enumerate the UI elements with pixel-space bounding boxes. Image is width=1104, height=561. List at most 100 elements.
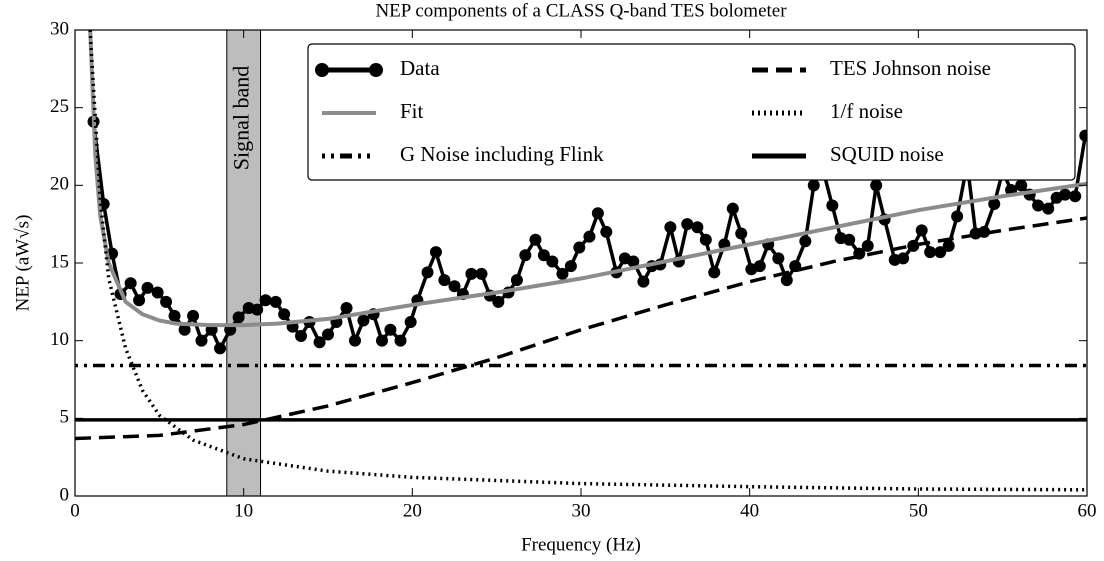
data-point (151, 286, 164, 299)
data-point (384, 323, 397, 336)
data-point (168, 309, 181, 322)
data-point (394, 334, 407, 347)
data-point (510, 274, 523, 287)
data-point (375, 334, 388, 347)
data-point (214, 342, 227, 355)
y-tick-label: 15 (50, 251, 69, 272)
y-tick-label: 0 (60, 484, 70, 505)
x-axis-label: Frequency (Hz) (521, 534, 641, 555)
data-point (348, 334, 361, 347)
legend-marker (369, 63, 383, 77)
data-point (573, 241, 586, 254)
data-point (259, 294, 272, 307)
data-point (313, 336, 326, 349)
data-point (691, 221, 704, 234)
x-tick-label: 10 (234, 500, 253, 521)
data-point (492, 295, 505, 308)
data-point (699, 233, 712, 246)
data-point (564, 260, 577, 273)
data-point (664, 221, 677, 234)
data-point (807, 179, 820, 192)
x-tick-label: 0 (70, 500, 80, 521)
x-tick-label: 30 (572, 500, 591, 521)
data-point (826, 199, 839, 212)
legend-label: G Noise including Flink (400, 142, 604, 166)
data-point (627, 255, 640, 268)
data-point (780, 274, 793, 287)
data-point (465, 267, 478, 280)
data-point (637, 275, 650, 288)
data-point (870, 179, 883, 192)
data-point (753, 260, 766, 273)
x-tick-label: 60 (1078, 500, 1097, 521)
data-point (799, 235, 812, 248)
data-point (546, 255, 559, 268)
data-point (1015, 179, 1028, 192)
series-line (75, 216, 1087, 441)
data-point (357, 314, 370, 327)
data-point (195, 334, 208, 347)
data-point (475, 267, 488, 280)
data-point (681, 218, 694, 231)
data-point (1069, 190, 1082, 203)
data-point (160, 295, 173, 308)
data-point (772, 252, 785, 265)
legend-label: 1/f noise (830, 99, 903, 123)
data-point (978, 225, 991, 238)
data-point (591, 207, 604, 220)
y-tick-label: 25 (50, 96, 69, 117)
data-point (843, 233, 856, 246)
data-point (915, 224, 928, 237)
legend-marker (315, 63, 329, 77)
data-point (600, 225, 613, 238)
y-tick-label: 10 (50, 329, 69, 350)
x-tick-label: 50 (909, 500, 928, 521)
data-point (1079, 129, 1087, 142)
data-point (322, 328, 334, 341)
legend-label: TES Johnson noise (830, 56, 991, 80)
y-tick-label: 20 (50, 174, 69, 195)
series-line (88, 30, 1087, 328)
legend-label: SQUID noise (830, 142, 944, 166)
data-point (951, 210, 964, 223)
data-point (232, 311, 245, 324)
signal-band-label: Signal band (229, 66, 254, 171)
series-line (88, 30, 1087, 492)
data-point (133, 294, 146, 307)
legend-box (307, 43, 1076, 181)
chart-title: NEP components of a CLASS Q-band TES bol… (375, 0, 787, 21)
data-point (295, 330, 308, 343)
data-point (429, 246, 442, 259)
data-point (529, 233, 542, 246)
data-point (269, 295, 282, 308)
data-point (988, 197, 1001, 210)
data-point (519, 249, 532, 262)
x-tick-label: 20 (403, 500, 422, 521)
data-point (735, 227, 748, 240)
data-point (1059, 188, 1072, 201)
data-point (124, 277, 137, 290)
data-point (1042, 202, 1055, 215)
data-point (404, 316, 417, 329)
data-point (438, 274, 451, 287)
data-point (178, 323, 191, 336)
data-point (340, 302, 353, 315)
data-point (537, 249, 550, 262)
data-point (421, 266, 434, 279)
data-point (861, 239, 874, 252)
y-tick-label: 5 (60, 407, 70, 428)
y-axis-label: NEP (aW√s) (12, 215, 33, 312)
data-point (924, 246, 937, 259)
data-point (1032, 199, 1045, 212)
data-point (448, 280, 461, 293)
data-point (934, 246, 947, 259)
data-point (187, 309, 200, 322)
data-point (556, 267, 569, 280)
data-point (726, 202, 739, 215)
data-point (251, 303, 264, 316)
data-point (708, 266, 721, 279)
legend-label: Data (400, 56, 440, 80)
plot-lines (75, 30, 1087, 492)
data-point (897, 252, 910, 265)
